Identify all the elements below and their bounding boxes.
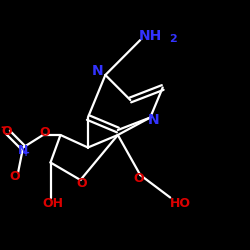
Text: O: O bbox=[10, 170, 20, 183]
Text: OH: OH bbox=[42, 197, 64, 210]
Text: +: + bbox=[22, 148, 30, 158]
Text: NH: NH bbox=[138, 29, 162, 43]
Text: N: N bbox=[92, 64, 104, 78]
Text: N: N bbox=[148, 113, 160, 127]
Text: O: O bbox=[76, 177, 87, 190]
Text: -: - bbox=[0, 121, 6, 134]
Text: N: N bbox=[18, 144, 28, 156]
Text: O: O bbox=[2, 125, 12, 138]
Text: HO: HO bbox=[170, 197, 191, 210]
Text: O: O bbox=[134, 172, 144, 185]
Text: 2: 2 bbox=[169, 34, 176, 44]
Text: O: O bbox=[39, 126, 50, 139]
